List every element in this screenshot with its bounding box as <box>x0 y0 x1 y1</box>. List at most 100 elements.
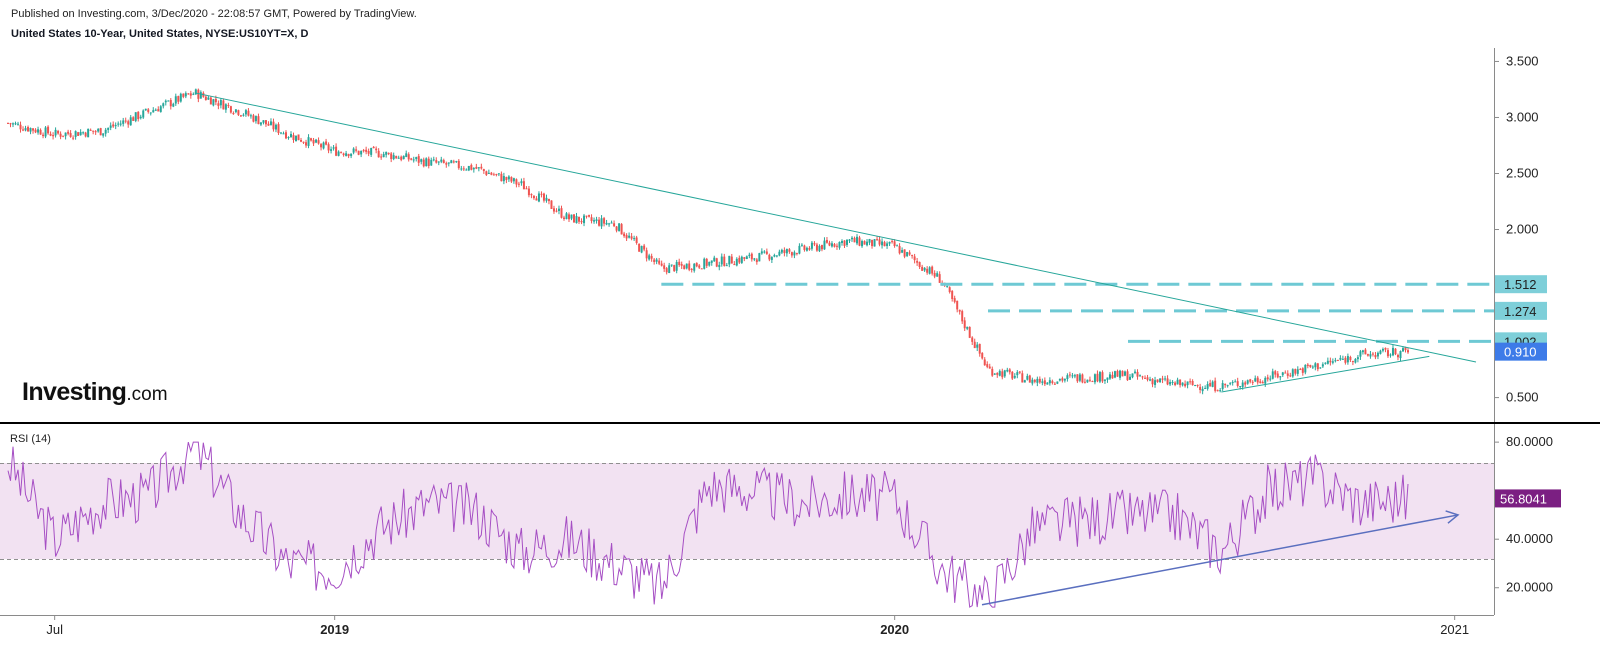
candle-body <box>871 239 874 247</box>
candle-body <box>818 245 821 252</box>
candle-body <box>770 257 773 260</box>
candle-body <box>1073 375 1076 377</box>
candle-body <box>139 116 142 119</box>
candle-body <box>1096 373 1099 382</box>
candle-body <box>17 123 20 125</box>
candle-body <box>588 215 591 217</box>
candle-body <box>162 103 165 107</box>
candle-body <box>1336 359 1339 361</box>
candle-body <box>795 253 798 255</box>
candle-body <box>535 198 538 201</box>
candle-body <box>630 236 633 239</box>
rsi-trendline <box>981 514 1459 606</box>
candle-body <box>492 174 495 176</box>
candle-body <box>500 173 503 182</box>
candle-body <box>342 153 345 156</box>
candle-body <box>27 127 30 132</box>
time-tick-label: 2021 <box>1440 622 1469 637</box>
candle-body <box>472 168 475 170</box>
candle-body <box>835 245 838 247</box>
candle-body <box>1329 360 1332 363</box>
candle-body <box>187 93 190 95</box>
symbol-title: United States 10-Year, United States, NY… <box>11 28 309 40</box>
price-current-label: 0.910 <box>1495 342 1547 361</box>
candle-body <box>678 261 681 266</box>
candle-body <box>119 123 122 125</box>
candle-body <box>856 236 859 244</box>
candle-body <box>352 148 355 153</box>
candle-body <box>7 122 9 124</box>
candle-body <box>467 165 470 171</box>
candle-body <box>207 97 210 100</box>
candle-body <box>445 163 448 165</box>
candle-body <box>668 265 671 274</box>
candle-body <box>99 128 102 136</box>
candle-body <box>487 172 490 174</box>
candle-body <box>1026 375 1029 380</box>
candle-body <box>888 241 891 244</box>
candle-body <box>620 224 623 235</box>
candle-body <box>743 257 746 259</box>
candle-body <box>1346 356 1349 363</box>
candle-body <box>177 96 180 102</box>
level-tag <box>1495 301 1547 320</box>
candle-body <box>415 157 418 160</box>
candle-body <box>497 173 500 175</box>
candle-body <box>1379 350 1382 354</box>
candle-body <box>562 217 565 219</box>
time-tick-label: 2019 <box>320 622 349 637</box>
candle-body <box>1001 371 1004 378</box>
candle-body <box>77 132 80 136</box>
candle-body <box>911 255 914 257</box>
candle-body <box>1121 370 1124 377</box>
candle-body <box>1271 371 1274 379</box>
candle-body <box>239 115 242 117</box>
candle-body <box>335 146 338 156</box>
candle-body <box>322 142 325 149</box>
candle-body <box>300 139 303 142</box>
candle-body <box>673 265 676 272</box>
candle-body <box>327 144 330 151</box>
candle-body <box>282 133 285 135</box>
candle-body <box>800 244 803 246</box>
candle-body <box>19 124 22 130</box>
price-tick-label: 3.500 <box>1506 53 1539 68</box>
candle-body <box>152 110 155 113</box>
candle-body <box>420 159 423 162</box>
candle-body <box>317 140 320 144</box>
candle-body <box>232 113 235 115</box>
candle-body <box>142 110 145 118</box>
candle-body <box>650 256 653 259</box>
candle-body <box>1239 385 1242 388</box>
price-trendline <box>1221 355 1430 393</box>
candle-body <box>435 160 438 163</box>
candle-body <box>109 125 112 128</box>
candle-body <box>455 161 458 163</box>
candle-body <box>537 193 540 202</box>
candle-body <box>951 291 954 299</box>
candle-body <box>923 267 926 271</box>
candle-body <box>87 128 90 138</box>
candle-body <box>775 255 778 257</box>
candle-body <box>1154 380 1157 385</box>
candle-body <box>219 100 222 106</box>
candle-body <box>370 148 373 155</box>
candle-body <box>92 130 95 132</box>
candle-body <box>262 120 265 123</box>
candle-body <box>1118 370 1121 378</box>
candle-body <box>517 183 520 185</box>
candle-body <box>417 156 420 163</box>
candle-body <box>274 124 277 130</box>
candle-body <box>332 147 335 149</box>
candle-body <box>1194 385 1197 387</box>
candle-body <box>515 179 518 185</box>
candle-body <box>480 166 483 169</box>
candle-body <box>976 344 979 348</box>
candle-body <box>1003 370 1006 377</box>
candle-body <box>1206 384 1209 389</box>
candle-body <box>102 133 105 136</box>
candle-body <box>921 266 924 271</box>
candle-body <box>172 103 175 107</box>
candle-body <box>447 162 450 164</box>
